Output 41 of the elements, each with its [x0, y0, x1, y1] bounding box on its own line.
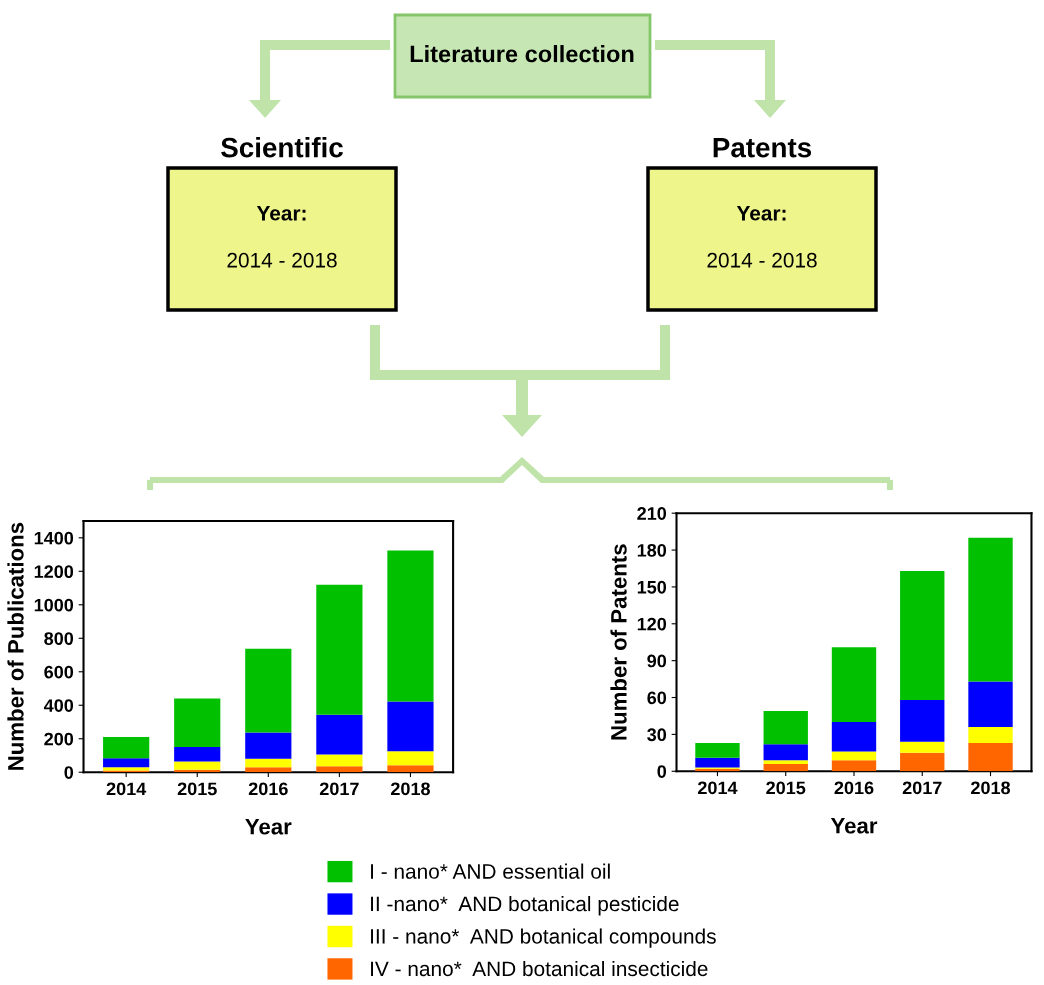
x-tick-label: 2015	[766, 781, 806, 795]
y-tick-label: 150	[637, 580, 667, 594]
x-tick-label: 2014	[698, 781, 738, 795]
text: Literature collection	[410, 45, 634, 63]
y-tick-label: 1400	[34, 531, 74, 545]
x-tick-label: 2017	[319, 782, 359, 796]
x-tick-label: 2017	[902, 781, 942, 795]
y-tick-label: 0	[657, 765, 667, 778]
legend-label: I - nano* AND essential oil	[371, 863, 610, 879]
x-axis-title: Year	[245, 819, 292, 835]
y-tick-label: 800	[44, 632, 74, 645]
x-tick-label: 2014	[106, 782, 147, 796]
x-tick-label: 2018	[391, 782, 430, 796]
y-tick-label: 180	[637, 543, 667, 557]
text: Patents	[713, 138, 812, 158]
text: Year:	[736, 206, 786, 221]
y-axis-title: Number of Patents	[610, 544, 627, 740]
y-tick-label: 120	[637, 617, 667, 631]
x-tick-label: 2016	[248, 782, 288, 796]
y-tick-label: 400	[43, 699, 74, 712]
y-tick-label: 90	[647, 654, 667, 668]
legend-label: II -nano* AND botanical pesticide	[371, 895, 679, 916]
text: 2014 - 2018	[707, 252, 817, 268]
y-tick-label: 600	[44, 665, 74, 679]
y-axis-title: Number of Publications	[7, 522, 24, 770]
y-tick-label: 60	[647, 691, 667, 705]
legend-label: IV - nano* AND botanical insecticide	[371, 960, 708, 977]
y-tick-label: 210	[637, 507, 667, 520]
legend-label: III - nano* AND botanical compounds	[371, 928, 716, 948]
y-tick-label: 30	[647, 728, 667, 742]
y-tick-label: 1000	[34, 598, 74, 612]
y-tick-label: 0	[64, 766, 74, 779]
x-axis-title: Year	[830, 818, 878, 834]
x-tick-label: 2016	[834, 781, 874, 795]
text: Year:	[256, 206, 306, 221]
text: 2014 - 2018	[227, 252, 337, 268]
y-tick-label: 1200	[34, 565, 74, 579]
text: Scientific	[221, 137, 343, 158]
x-tick-label: 2015	[177, 782, 217, 796]
y-tick-label: 200	[44, 732, 74, 746]
x-tick-label: 2018	[971, 781, 1011, 795]
